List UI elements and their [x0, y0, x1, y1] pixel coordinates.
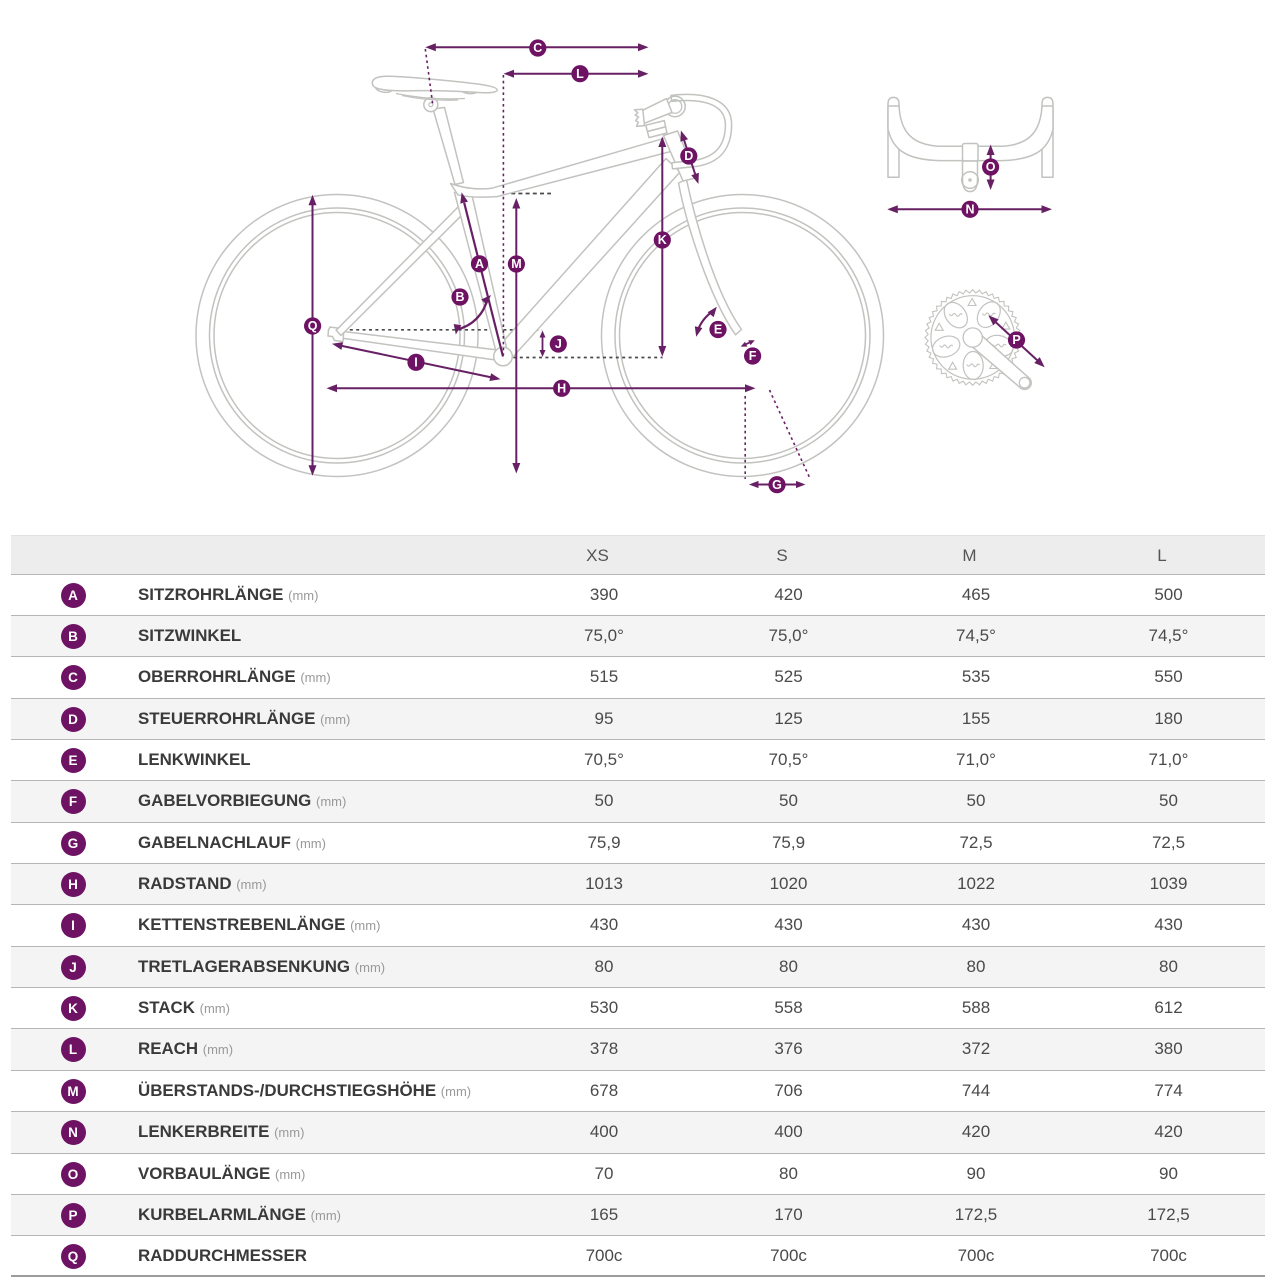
svg-text:Q: Q	[308, 319, 318, 333]
svg-text:G: G	[772, 478, 782, 492]
svg-text:N: N	[965, 203, 974, 217]
svg-text:I: I	[414, 356, 417, 370]
svg-text:E: E	[714, 323, 722, 337]
svg-text:F: F	[749, 349, 757, 363]
svg-text:D: D	[684, 149, 693, 163]
svg-text:L: L	[576, 67, 584, 81]
svg-text:J: J	[555, 337, 562, 351]
svg-text:P: P	[1012, 333, 1020, 347]
svg-text:B: B	[455, 290, 464, 304]
svg-text:K: K	[658, 233, 667, 247]
svg-text:O: O	[986, 160, 996, 174]
svg-text:H: H	[557, 382, 566, 396]
svg-text:A: A	[475, 257, 484, 271]
svg-text:C: C	[533, 41, 542, 55]
svg-text:M: M	[511, 257, 521, 271]
